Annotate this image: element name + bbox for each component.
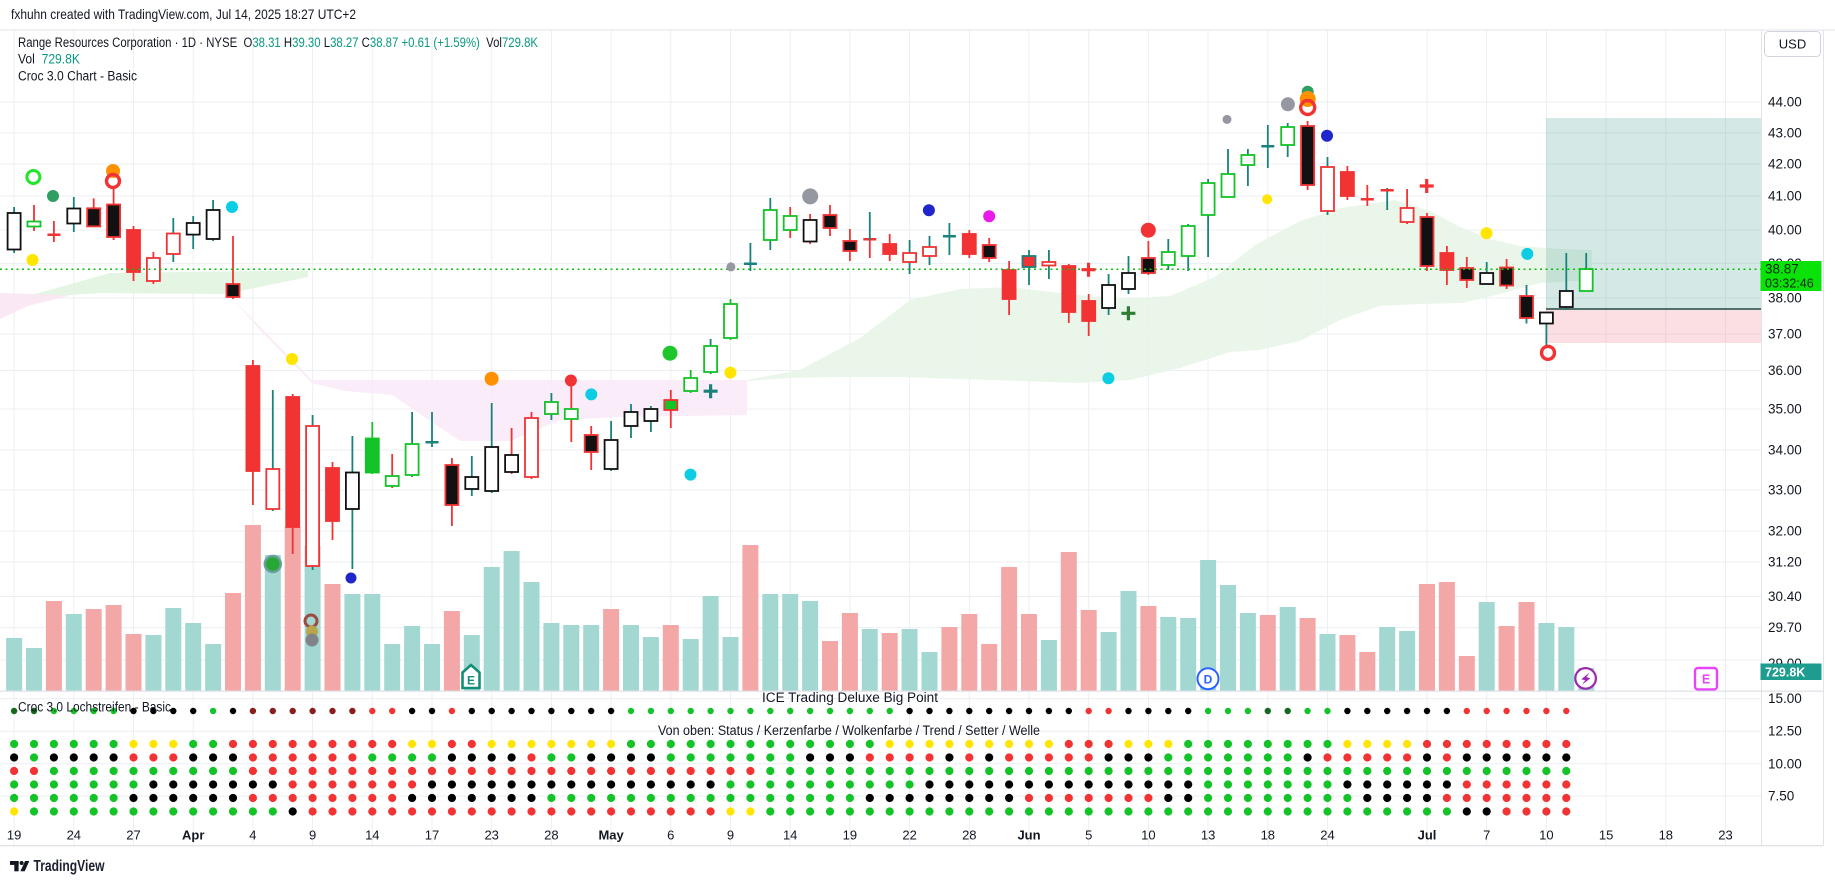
svg-text:37.00: 37.00 (1768, 327, 1802, 342)
svg-text:32.00: 32.00 (1768, 524, 1802, 539)
svg-text:35.00: 35.00 (1768, 402, 1802, 417)
svg-text:4: 4 (249, 828, 256, 843)
svg-text:fxhuhn created with TradingVie: fxhuhn created with TradingView.com, Jul… (11, 6, 356, 22)
svg-text:7: 7 (1483, 828, 1490, 843)
svg-text:40.00: 40.00 (1768, 223, 1802, 238)
svg-text:24: 24 (1320, 828, 1334, 843)
svg-text:24: 24 (67, 828, 81, 843)
svg-text:28: 28 (962, 828, 976, 843)
svg-text:9: 9 (309, 828, 316, 843)
svg-text:15: 15 (1599, 828, 1613, 843)
svg-text:15.00: 15.00 (1768, 691, 1802, 706)
svg-text:23: 23 (484, 828, 498, 843)
svg-text:18: 18 (1261, 828, 1275, 843)
svg-text:Von oben: Status / Kerzenfarbe: Von oben: Status / Kerzenfarbe / Wolkenf… (658, 723, 1040, 738)
svg-text:7.50: 7.50 (1768, 789, 1794, 804)
svg-text:TradingView: TradingView (34, 858, 106, 875)
svg-text:30.40: 30.40 (1768, 589, 1802, 604)
svg-text:17: 17 (425, 828, 439, 843)
svg-text:10: 10 (1141, 828, 1155, 843)
svg-text:36.00: 36.00 (1768, 363, 1802, 378)
svg-text:14: 14 (783, 828, 797, 843)
svg-text:43.00: 43.00 (1768, 126, 1802, 141)
svg-text:28: 28 (544, 828, 558, 843)
svg-text:ICE Trading Deluxe Big Point: ICE Trading Deluxe Big Point (762, 690, 938, 705)
svg-text:19: 19 (7, 828, 21, 843)
svg-text:729.8K: 729.8K (1765, 666, 1805, 680)
svg-text:E: E (467, 674, 475, 688)
svg-text:29.70: 29.70 (1768, 620, 1802, 635)
svg-text:5: 5 (1085, 828, 1092, 843)
svg-text:27: 27 (126, 828, 140, 843)
svg-text:Croc 3.0 Chart - Basic: Croc 3.0 Chart - Basic (18, 69, 137, 84)
svg-text:19: 19 (843, 828, 857, 843)
svg-text:03:32:46: 03:32:46 (1765, 277, 1814, 291)
svg-text:44.00: 44.00 (1768, 95, 1802, 110)
svg-text:Vol 729.8K: Vol 729.8K (18, 52, 80, 67)
svg-text:42.00: 42.00 (1768, 157, 1802, 172)
svg-text:41.00: 41.00 (1768, 189, 1802, 204)
svg-text:D: D (1204, 673, 1213, 687)
svg-text:13: 13 (1201, 828, 1215, 843)
svg-text:May: May (598, 828, 624, 843)
svg-text:12.50: 12.50 (1768, 724, 1802, 739)
svg-text:Range Resources Corporation ·: Range Resources Corporation · 1D · NYSE … (18, 35, 538, 50)
svg-text:34.00: 34.00 (1768, 443, 1802, 458)
svg-text:Jun: Jun (1017, 828, 1040, 843)
svg-text:18: 18 (1659, 828, 1673, 843)
svg-text:6: 6 (667, 828, 674, 843)
svg-text:23: 23 (1718, 828, 1732, 843)
svg-text:38.87: 38.87 (1765, 262, 1799, 277)
svg-text:USD: USD (1779, 37, 1806, 52)
svg-text:E: E (1702, 673, 1710, 687)
svg-text:10: 10 (1539, 828, 1553, 843)
svg-text:14: 14 (365, 828, 379, 843)
svg-text:10.00: 10.00 (1768, 756, 1802, 771)
svg-text:33.00: 33.00 (1768, 483, 1802, 498)
svg-text:22: 22 (902, 828, 916, 843)
svg-text:9: 9 (727, 828, 734, 843)
svg-text:31.20: 31.20 (1768, 555, 1802, 570)
svg-text:38.00: 38.00 (1768, 291, 1802, 306)
svg-text:Croc 3.0 Lochstreifen - Basic: Croc 3.0 Lochstreifen - Basic (18, 700, 171, 715)
svg-text:Apr: Apr (182, 828, 204, 843)
svg-text:Jul: Jul (1418, 828, 1437, 843)
